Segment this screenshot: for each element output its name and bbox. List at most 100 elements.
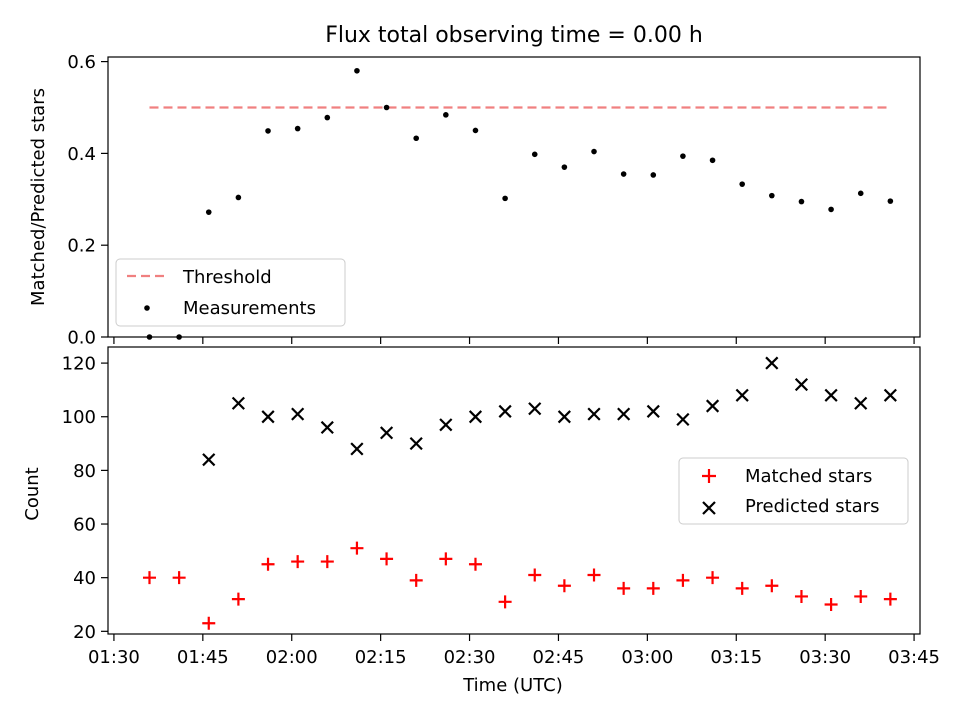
matched-stars-point — [261, 557, 275, 571]
measurement-point — [739, 181, 745, 187]
bottom-y-axis-label: Count — [22, 467, 43, 520]
measurement-point — [769, 192, 775, 199]
chart-title: Flux total observing time = 0.00 h — [325, 23, 703, 48]
predicted-stars-point — [735, 388, 749, 402]
top-legend: Threshold Measurements — [115, 258, 346, 327]
matched-stars-point — [439, 552, 453, 566]
matched-stars-legend-swatch — [702, 469, 716, 483]
bottom-axes-frame — [107, 346, 921, 635]
bottom-legend: Matched stars Predicted stars — [678, 457, 909, 525]
x-tick-label: 02:15 — [355, 647, 407, 668]
predicted-stars-point — [528, 402, 542, 416]
y-tick-label: 100 — [62, 407, 96, 428]
predicted-stars-point — [231, 396, 245, 410]
matched-stars-point — [409, 573, 423, 587]
x-tick-label: 02:00 — [266, 647, 318, 668]
bottom-y-ticks: 20 40 60 80 100 120 — [62, 354, 108, 643]
matched-stars-point — [676, 573, 690, 587]
threshold-legend-label: Threshold — [182, 267, 272, 288]
bottom-axes: Count Time (UTC) 20 40 60 80 100 120 01:30 01:… — [22, 346, 940, 696]
predicted-stars-point — [883, 388, 897, 402]
x-tick-label: 03:45 — [888, 647, 940, 668]
x-tick-label: 03:15 — [710, 647, 762, 668]
y-tick-label: 0.0 — [67, 328, 96, 349]
predicted-stars-legend-label: Predicted stars — [745, 496, 879, 517]
measurement-point — [324, 114, 331, 121]
predicted-stars-point — [350, 442, 364, 456]
measurements-legend-label: Measurements — [183, 298, 316, 319]
measurement-point — [798, 198, 805, 205]
matched-stars-point — [557, 579, 571, 593]
predicted-stars-legend-swatch — [702, 501, 716, 515]
predicted-stars-point — [705, 399, 720, 413]
measurement-point — [265, 128, 271, 134]
matched-stars-point — [468, 557, 482, 571]
y-tick-label: 80 — [73, 461, 96, 482]
measurement-point — [413, 135, 420, 142]
measurement-point — [235, 194, 242, 201]
predicted-stars-point — [794, 377, 809, 392]
top-axes: Matched/Predicted stars 0.0 0.2 0.4 0.6 Thr… — [28, 52, 921, 349]
matched-stars-point — [350, 541, 364, 555]
matched-stars-point — [380, 552, 394, 566]
measurement-point — [857, 190, 864, 197]
y-tick-label: 20 — [73, 622, 96, 643]
predicted-stars-point — [557, 410, 571, 424]
measurement-point — [354, 67, 360, 74]
matched-stars-point — [231, 592, 245, 606]
measurement-point — [650, 172, 657, 178]
matched-stars-point — [528, 568, 542, 582]
top-x-ticks — [113, 337, 915, 344]
y-tick-label: 120 — [62, 354, 96, 375]
matched-stars-point — [498, 595, 512, 609]
bottom-series — [142, 356, 897, 630]
measurement-point — [205, 209, 212, 215]
measurement-point — [620, 171, 627, 177]
predicted-stars-point — [439, 418, 453, 432]
bottom-x-ticks: 01:30 01:45 02:00 02:15 02:30 02:45 03:00 03:15… — [88, 634, 940, 668]
predicted-stars-point — [854, 396, 868, 410]
top-y-ticks: 0.0 0.2 0.4 0.6 — [67, 52, 108, 349]
x-tick-label: 01:30 — [88, 647, 140, 668]
predicted-stars-point — [202, 453, 216, 467]
predicted-stars-point — [824, 388, 838, 402]
y-tick-label: 0.2 — [67, 236, 96, 257]
predicted-stars-point — [320, 420, 334, 435]
bottom-legend-box — [678, 457, 909, 525]
y-tick-label: 60 — [73, 515, 96, 536]
x-tick-label: 01:45 — [177, 647, 229, 668]
predicted-stars-point — [646, 404, 660, 418]
measurement-point — [709, 157, 716, 164]
measurement-point — [383, 104, 390, 111]
measurement-point — [502, 195, 508, 202]
y-tick-label: 0.6 — [67, 52, 96, 73]
measurement-point — [887, 198, 894, 204]
measurement-point — [472, 127, 479, 134]
matched-stars-point — [142, 571, 156, 585]
matched-stars-point — [172, 571, 186, 585]
matched-stars-point — [617, 581, 631, 595]
measurement-point — [294, 125, 301, 132]
predicted-stars-point — [291, 407, 305, 421]
top-axes-frame — [107, 56, 921, 338]
x-axis-label: Time (UTC) — [462, 675, 563, 696]
x-tick-label: 02:45 — [533, 647, 585, 668]
measurement-point — [531, 151, 538, 158]
matched-stars-point — [646, 581, 660, 595]
top-series — [146, 67, 894, 340]
matched-stars-point — [883, 592, 897, 606]
predicted-stars-point — [261, 410, 275, 424]
predicted-stars-point — [676, 412, 690, 426]
x-tick-label: 03:00 — [621, 647, 673, 668]
measurement-point — [828, 206, 834, 213]
predicted-stars-point — [587, 407, 601, 421]
y-tick-label: 40 — [73, 568, 96, 589]
matched-stars-legend-label: Matched stars — [745, 466, 872, 487]
matched-stars-point — [320, 555, 334, 569]
predicted-stars-point — [468, 410, 483, 424]
predicted-stars-point — [379, 426, 394, 440]
matched-stars-point — [824, 597, 838, 611]
matched-stars-point — [854, 589, 868, 603]
